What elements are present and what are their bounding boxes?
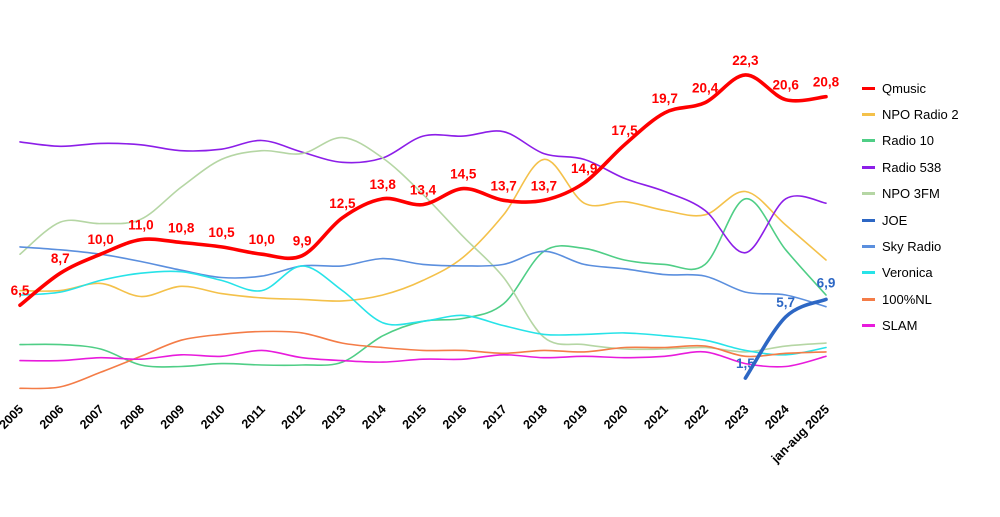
legend-item-npo-3fm: NPO 3FM [862,181,959,207]
legend-swatch [862,218,875,222]
x-tick-label: 2019 [561,402,591,432]
legend-swatch [862,324,875,328]
legend-label: Qmusic [882,80,927,96]
legend-swatch [862,86,875,90]
data-label-qmusic: 10,5 [208,225,235,240]
legend-label: Radio 10 [882,133,935,149]
x-tick-label: 2015 [400,402,430,432]
data-label-qmusic: 13,8 [370,177,397,192]
series-lines [18,73,828,390]
legend-swatch [862,165,875,169]
series-line-joe [743,297,828,380]
series-line-radio-538 [19,130,827,254]
x-tick-label: 2008 [117,402,147,432]
x-tick-label: 2011 [239,402,268,431]
legend-label: Veronica [882,265,933,281]
x-axis-ticks: 2005 2006 2007 2008 2009 2010 2011 2012 2013 2014… [0,402,832,466]
legend-swatch [862,297,875,301]
legend-label: JOE [882,212,908,228]
x-tick-label: 2013 [319,402,349,432]
data-label-qmusic: 10,8 [168,221,195,236]
legend-label: Radio 538 [882,159,942,175]
data-labels: 6,5 8,7 10,0 11,0 10,8 10,5 10,0 9,9 12,5 13,8 13,… [11,53,840,371]
legend-swatch [862,139,875,143]
series-line-veronica [19,265,827,356]
series-line-npo-3fm [19,136,827,353]
data-label-qmusic: 11,0 [128,218,154,233]
x-tick-label: 2018 [520,402,550,432]
data-label-qmusic: 20,8 [813,75,840,90]
x-tick-label: 2020 [601,402,631,432]
data-label-joe: 6,9 [817,275,836,290]
legend-swatch [862,245,875,249]
legend-label: SLAM [882,318,918,334]
data-label-qmusic: 14,5 [450,167,477,182]
data-label-qmusic: 9,9 [293,234,312,249]
legend: Qmusic NPO Radio 2 Radio 10 Radio 538 NPO 3F… [862,75,959,339]
data-label-joe: 1,5 [736,356,755,371]
x-tick-label: 2010 [198,402,228,432]
legend-item-radio-10: Radio 10 [862,128,959,154]
x-tick-label: 2016 [440,402,470,432]
data-label-qmusic: 19,7 [652,91,678,106]
data-label-qmusic: 12,5 [329,196,356,211]
legend-label: NPO Radio 2 [882,107,959,123]
legend-item-slam: SLAM [862,313,959,339]
series-line-sky-radio [19,246,827,308]
data-label-qmusic: 13,7 [490,178,516,193]
data-label-qmusic: 17,5 [611,123,638,138]
x-tick-label: 2012 [279,402,309,432]
legend-swatch [862,271,875,275]
x-tick-label: 2009 [158,402,188,432]
x-tick-label: 2007 [77,402,107,432]
data-label-qmusic: 14,9 [571,161,597,176]
legend-item-npo-radio-2: NPO Radio 2 [862,101,959,127]
x-tick-label: 2021 [641,402,671,432]
legend-label: NPO 3FM [882,186,940,202]
series-line-slam [19,349,827,368]
data-label-qmusic: 10,0 [87,232,113,247]
legend-swatch [862,192,875,196]
data-label-qmusic: 20,4 [692,81,719,96]
legend-item-qmusic: Qmusic [862,75,959,101]
x-tick-label: 2014 [359,402,389,432]
legend-swatch [862,113,875,117]
x-tick-label: 2024 [762,402,792,432]
data-label-qmusic: 13,4 [410,183,437,198]
data-label-qmusic: 8,7 [51,251,70,266]
data-label-qmusic: 20,6 [773,78,800,93]
x-tick-label: 2005 [0,402,26,432]
series-line-npo-radio-2 [19,158,827,302]
data-label-qmusic: 22,3 [732,53,759,68]
series-line-qmusic [18,73,828,307]
data-label-qmusic: 13,7 [531,178,557,193]
data-label-qmusic: 10,0 [249,232,275,247]
legend-item-joe: JOE [862,207,959,233]
legend-item-sky-radio: Sky Radio [862,233,959,259]
legend-item-100-nl: 100%NL [862,286,959,312]
data-label-joe: 5,7 [776,295,795,310]
legend-item-radio-538: Radio 538 [862,154,959,180]
x-tick-label: 2023 [722,402,752,432]
data-label-qmusic: 6,5 [11,283,30,298]
x-tick-label: 2022 [682,402,712,432]
series-line-100-nl [19,330,827,390]
legend-label: Sky Radio [882,239,942,255]
x-tick-label: 2006 [37,402,67,432]
x-tick-label: 2017 [480,402,510,432]
legend-item-veronica: Veronica [862,260,959,286]
legend-label: 100%NL [882,291,932,307]
